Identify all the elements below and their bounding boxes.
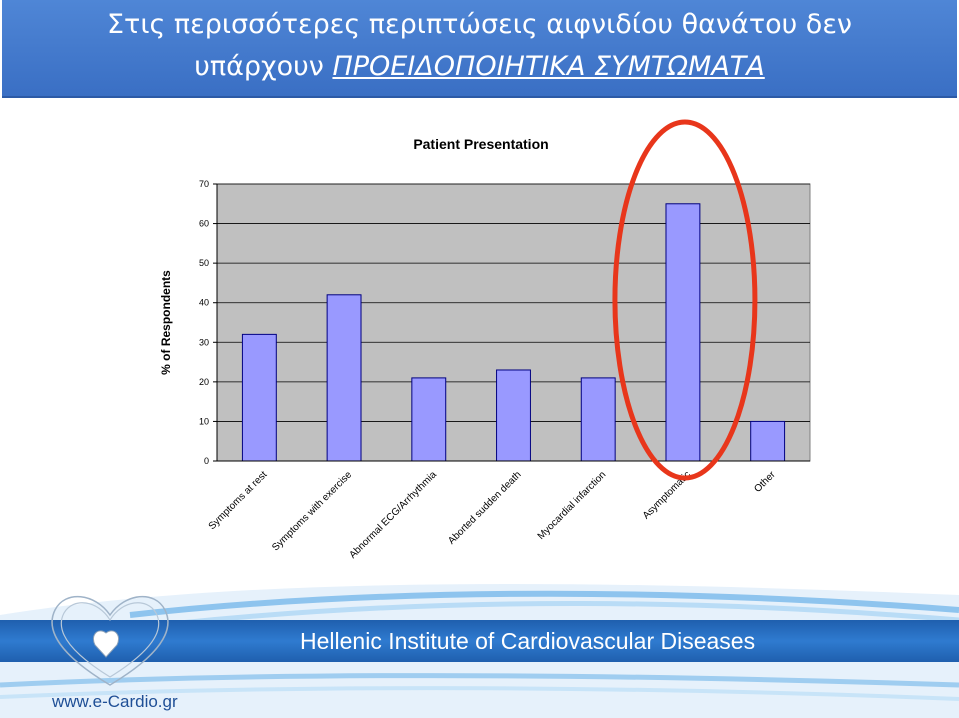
heart-logo-icon	[51, 595, 169, 686]
x-tick-label: Symptoms at rest	[207, 469, 270, 532]
title-bar: Στις περισσότερες περιπτώσεις αιφνιδίου …	[2, 0, 957, 98]
institute-name: Hellenic Institute of Cardiovascular Dis…	[300, 628, 756, 654]
bar-symptoms-at-rest	[241, 333, 277, 462]
y-tick-label: 0	[204, 456, 209, 466]
x-tick-label: Myocardial infarction	[536, 469, 609, 542]
highlight-ellipse	[612, 119, 758, 481]
y-tick-label: 60	[199, 219, 209, 229]
title-line-2-emphasis: ΠΡΟΕΙΔΟΠΟΙΗΤΙΚΑ ΣΥΜΤΩΜΑΤΑ	[332, 51, 765, 82]
y-tick-label: 20	[199, 377, 209, 387]
y-tick-label: 30	[199, 337, 209, 347]
x-tick-label: Abnormal ECG/Arrhythmia	[347, 469, 439, 561]
x-axis-labels: Symptoms at rest Symptoms with exerciseAb…	[207, 469, 779, 561]
title-line-2-plain: υπάρχουν	[194, 51, 333, 82]
title-line-1: Στις περισσότερες περιπτώσεις αιφνιδίου …	[107, 9, 852, 40]
bar-aborted-sudden-death	[496, 369, 531, 462]
x-tick-label: Aborted sudden death	[446, 469, 523, 546]
y-tick-label: 10	[199, 416, 209, 426]
chart-title: Patient Presentation	[413, 136, 548, 152]
bar-chart: Patient Presentation 0 10 20 30 40 50 60 70 Sym…	[159, 119, 811, 561]
y-tick-label: 70	[199, 179, 209, 189]
y-tick-label: 40	[199, 298, 209, 308]
bars	[241, 203, 786, 462]
bar-abnormal-ecg-arrhythmia	[411, 377, 447, 462]
slide-title: Στις περισσότερες περιπτώσεις αιφνιδίου …	[2, 4, 957, 88]
y-axis-ticks: 0 10 20 30 40 50 60 70	[199, 179, 217, 466]
bar-other	[750, 420, 786, 462]
x-tick-label: Symptoms with exercise	[270, 469, 354, 553]
bar-asymptomatic	[665, 203, 701, 462]
y-axis-label: % of Respondents	[159, 270, 173, 375]
title-line-2: υπάρχουν ΠΡΟΕΙΔΟΠΟΙΗΤΙΚΑ ΣΥΜΤΩΜΑΤΑ	[2, 46, 957, 88]
bar-myocardial-infarction	[580, 377, 616, 462]
website-link[interactable]: www.e-Cardio.gr	[52, 692, 178, 711]
x-tick-label: Other	[752, 469, 778, 495]
y-tick-label: 50	[199, 258, 209, 268]
bar-symptoms-with-exercise	[326, 294, 362, 462]
footer-band	[0, 620, 959, 662]
